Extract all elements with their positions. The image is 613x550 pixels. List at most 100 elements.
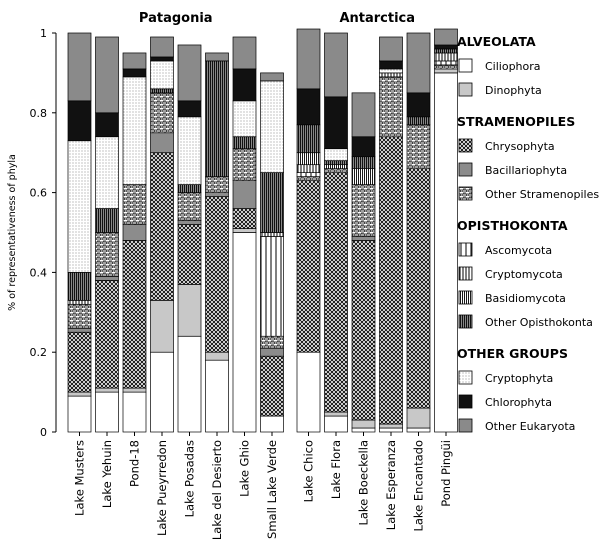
category-label: Lake Ghio bbox=[238, 440, 252, 497]
segment-other-stramenopiles bbox=[406, 124, 431, 170]
category-label: Lake Chico bbox=[302, 440, 316, 502]
bar-lake-pueyrredon bbox=[150, 36, 174, 433]
legend-swatch bbox=[458, 314, 473, 329]
y-axis-label: % of representativeness of phyla bbox=[7, 154, 18, 311]
segment-chrysophyta bbox=[296, 180, 321, 353]
segment-other-opisthokonta bbox=[260, 172, 284, 233]
segment-chrysophyta bbox=[95, 280, 119, 389]
legend-swatch bbox=[458, 266, 473, 281]
segment-ciliophora bbox=[379, 427, 403, 433]
segment-other-opisthokonta bbox=[177, 184, 202, 193]
segment-bacillariophyta bbox=[232, 180, 257, 209]
category-label: Lake Pueyrredon bbox=[155, 440, 169, 536]
segment-bacillariophyta bbox=[205, 192, 229, 197]
axes: 0 0.2 0.4 0.6 0.8 1 % of representativeness of… bbox=[7, 11, 415, 439]
segment-other-stramenopiles bbox=[434, 64, 458, 70]
segment-chrysophyta bbox=[379, 136, 403, 425]
segment-chrysophyta bbox=[150, 152, 174, 301]
segment-other-eukaryota bbox=[260, 72, 284, 82]
segment-basidiomycota bbox=[296, 152, 321, 166]
legend-label: Chrysophyta bbox=[485, 140, 555, 153]
segment-cryptomycota bbox=[296, 164, 321, 173]
segment-chlorophyta bbox=[379, 60, 403, 70]
legend-label: Other Stramenopiles bbox=[485, 188, 599, 201]
segment-chlorophyta bbox=[434, 44, 458, 50]
segment-other-opisthokonta bbox=[232, 136, 257, 150]
segment-chrysophyta bbox=[122, 240, 147, 389]
segment-bacillariophyta bbox=[351, 236, 376, 241]
segment-other-eukaryota bbox=[296, 28, 321, 90]
legend-group-opisthokonta: OPISTHOKONTA bbox=[457, 218, 568, 233]
segment-dinophyta bbox=[379, 423, 403, 429]
segment-dinophyta bbox=[177, 284, 202, 337]
segment-other-eukaryota bbox=[379, 36, 403, 62]
segment-ascomycota bbox=[434, 60, 458, 66]
segment-cryptophyta bbox=[379, 68, 403, 74]
segment-ascomycota bbox=[260, 236, 284, 337]
legend-item-chlorophyta: Chlorophyta bbox=[458, 394, 552, 409]
y-tick-label: 0.6 bbox=[30, 187, 48, 200]
bar-lake-yehuin bbox=[95, 36, 119, 433]
segment-other-opisthokonta bbox=[95, 208, 119, 233]
category-label: Pond-18 bbox=[128, 440, 142, 487]
legend-label: Other Eukaryota bbox=[485, 420, 575, 433]
segment-other-eukaryota bbox=[324, 32, 348, 98]
legend-label: Cryptomycota bbox=[485, 268, 563, 281]
segment-other-opisthokonta bbox=[67, 272, 92, 301]
category-labels: Lake Musters Lake Yehuin Pond-18 Lake Pueyr… bbox=[73, 432, 453, 540]
segment-dinophyta bbox=[324, 411, 348, 417]
segment-ciliophora bbox=[177, 335, 202, 433]
segment-chlorophyta bbox=[67, 100, 92, 142]
legend-swatch bbox=[458, 242, 473, 257]
segment-dinophyta bbox=[232, 228, 257, 233]
segment-ciliophora bbox=[67, 395, 92, 433]
segment-other-eukaryota bbox=[177, 44, 202, 102]
segment-other-opisthokonta bbox=[434, 48, 458, 54]
bar-lake-boeckella bbox=[351, 92, 376, 433]
segment-other-opisthokonta bbox=[150, 88, 174, 94]
category-label: Lake Boeckella bbox=[357, 440, 371, 526]
segment-bacillariophyta bbox=[177, 220, 202, 225]
segment-cryptomycota bbox=[260, 232, 284, 237]
segment-other-stramenopiles bbox=[379, 76, 403, 138]
segment-bacillariophyta bbox=[95, 276, 119, 281]
legend-swatch bbox=[458, 394, 473, 409]
segment-chlorophyta bbox=[150, 56, 174, 62]
segment-ciliophora bbox=[122, 391, 147, 433]
segment-cryptophyta bbox=[95, 136, 119, 209]
legend-swatch bbox=[458, 138, 473, 153]
segment-cryptophyta bbox=[122, 76, 147, 185]
segment-bacillariophyta bbox=[150, 132, 174, 154]
segment-chlorophyta bbox=[351, 136, 376, 158]
segment-chlorophyta bbox=[406, 92, 431, 118]
legend: ALVEOLATA Ciliophora Dinophyta STRAMENOPILE… bbox=[457, 34, 599, 433]
segment-dinophyta bbox=[95, 387, 119, 393]
category-label: Lake Flora bbox=[329, 440, 343, 499]
segment-chrysophyta bbox=[351, 240, 376, 421]
segment-other-eukaryota bbox=[205, 52, 229, 62]
bar-lake-chico bbox=[296, 28, 321, 433]
segment-cryptophyta bbox=[67, 140, 92, 273]
legend-label: Basidiomycota bbox=[485, 292, 566, 305]
segment-other-eukaryota bbox=[351, 92, 376, 138]
segment-cryptophyta bbox=[232, 100, 257, 138]
segment-ciliophora bbox=[324, 415, 348, 433]
legend-item-other-eukaryota: Other Eukaryota bbox=[458, 418, 575, 433]
segment-bacillariophyta bbox=[67, 327, 92, 333]
segment-other-stramenopiles bbox=[95, 232, 119, 277]
legend-label: Ciliophora bbox=[485, 60, 541, 73]
segment-chrysophyta bbox=[406, 168, 431, 409]
legend-item-other-stramenopiles: Other Stramenopiles bbox=[458, 186, 599, 201]
segment-chrysophyta bbox=[232, 208, 257, 229]
category-label: Lake Musters bbox=[73, 440, 87, 516]
bar-lake-posadas bbox=[177, 44, 202, 433]
segment-ciliophora bbox=[296, 351, 321, 433]
segment-other-opisthokonta bbox=[205, 60, 229, 177]
segment-dinophyta bbox=[67, 391, 92, 397]
bar-lake-musters bbox=[67, 32, 92, 433]
segment-other-stramenopiles bbox=[296, 176, 321, 181]
segment-other-eukaryota bbox=[95, 36, 119, 114]
category-label: Lake Yehuin bbox=[100, 440, 114, 508]
y-tick-label: 0 bbox=[40, 426, 47, 439]
